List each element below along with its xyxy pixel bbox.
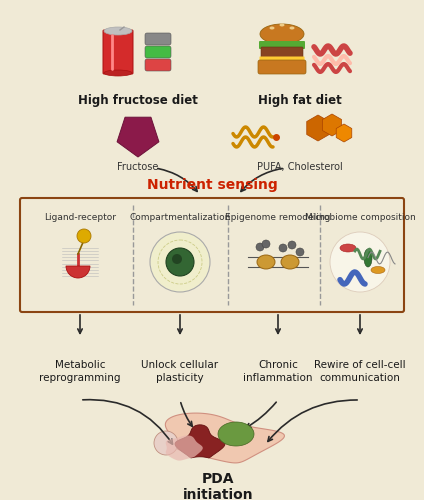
Ellipse shape xyxy=(279,24,285,26)
Text: Unlock cellular
plasticity: Unlock cellular plasticity xyxy=(142,360,218,383)
Circle shape xyxy=(288,241,296,249)
Ellipse shape xyxy=(260,24,304,44)
Circle shape xyxy=(166,248,194,276)
Ellipse shape xyxy=(340,244,356,252)
Text: Compartmentalization: Compartmentalization xyxy=(129,213,231,222)
FancyBboxPatch shape xyxy=(20,198,404,312)
Text: Metabolic
reprogramming: Metabolic reprogramming xyxy=(39,360,121,383)
Polygon shape xyxy=(117,117,159,157)
Ellipse shape xyxy=(104,70,132,76)
Polygon shape xyxy=(218,422,254,446)
Ellipse shape xyxy=(364,249,372,267)
Text: Rewire of cell-cell
communication: Rewire of cell-cell communication xyxy=(314,360,406,383)
Ellipse shape xyxy=(371,266,385,274)
Circle shape xyxy=(256,243,264,251)
FancyBboxPatch shape xyxy=(259,41,305,49)
Circle shape xyxy=(172,254,182,264)
FancyBboxPatch shape xyxy=(103,30,133,74)
Wedge shape xyxy=(66,266,90,278)
FancyBboxPatch shape xyxy=(261,47,303,58)
FancyBboxPatch shape xyxy=(145,59,171,71)
Polygon shape xyxy=(175,425,225,458)
Ellipse shape xyxy=(270,26,274,30)
Text: PUFA, Cholesterol: PUFA, Cholesterol xyxy=(257,162,343,172)
Circle shape xyxy=(262,240,270,248)
FancyBboxPatch shape xyxy=(259,56,304,62)
Ellipse shape xyxy=(281,255,299,269)
Circle shape xyxy=(330,232,390,292)
Polygon shape xyxy=(165,413,285,463)
Polygon shape xyxy=(323,114,341,136)
Text: Fructose: Fructose xyxy=(117,162,159,172)
Polygon shape xyxy=(166,436,203,460)
Circle shape xyxy=(77,229,91,243)
Ellipse shape xyxy=(290,26,295,30)
FancyBboxPatch shape xyxy=(145,46,171,58)
Text: Epigenome remodeling: Epigenome remodeling xyxy=(225,213,331,222)
Circle shape xyxy=(150,232,210,292)
Text: Ligand-receptor: Ligand-receptor xyxy=(44,213,116,222)
Text: PDA
initiation: PDA initiation xyxy=(183,472,253,500)
Text: High fructose diet: High fructose diet xyxy=(78,94,198,107)
Ellipse shape xyxy=(104,27,132,35)
Text: Chronic
inflammation: Chronic inflammation xyxy=(243,360,313,383)
Text: High fat diet: High fat diet xyxy=(258,94,342,107)
Text: Microbiome composition: Microbiome composition xyxy=(304,213,416,222)
Circle shape xyxy=(279,244,287,252)
FancyBboxPatch shape xyxy=(145,33,171,45)
Polygon shape xyxy=(307,115,329,141)
Text: Nutrient sensing: Nutrient sensing xyxy=(147,178,277,192)
Circle shape xyxy=(296,248,304,256)
Circle shape xyxy=(154,431,178,455)
FancyBboxPatch shape xyxy=(258,60,306,74)
Ellipse shape xyxy=(257,255,275,269)
Polygon shape xyxy=(336,124,352,142)
